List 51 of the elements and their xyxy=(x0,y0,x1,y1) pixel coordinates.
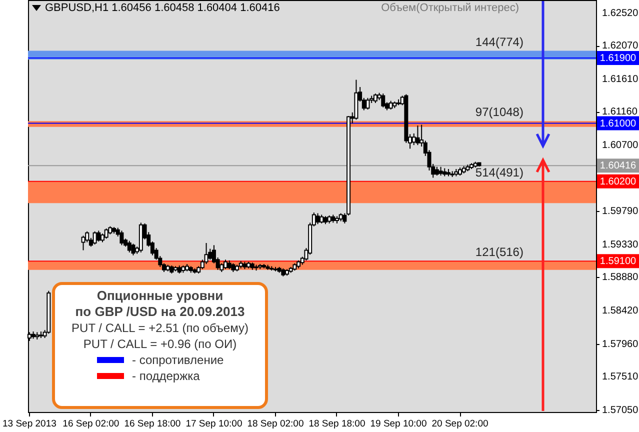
x-tick-label: 18 Sep 02:00 xyxy=(247,418,304,430)
x-tick-label: 16 Sep 18:00 xyxy=(124,418,181,430)
candlestick xyxy=(92,230,97,245)
candlestick xyxy=(120,230,124,246)
annotation: по GBP /USD на 20.09.2013 xyxy=(74,304,246,320)
y-tick-label: 1.61610 xyxy=(602,74,639,86)
candlestick xyxy=(416,124,420,146)
y-tick-label: 1.58420 xyxy=(602,305,639,316)
ref-line-label: 1.61000 xyxy=(600,118,637,130)
x-tick-label: 20 Sep 02:00 xyxy=(432,418,488,430)
y-tick-label: 1.61160 xyxy=(602,106,638,118)
candlestick xyxy=(224,259,228,270)
x-tick-label: 17 Sep 10:00 xyxy=(186,418,242,430)
band-label: 514(491) xyxy=(475,165,524,180)
y-tick-label: 1.57960 xyxy=(602,338,639,350)
y-tick-label: 1.58880 xyxy=(602,272,639,284)
ref-line-label: 1.59100 xyxy=(600,256,637,268)
candlestick xyxy=(373,93,378,104)
annotation: - поддержка xyxy=(132,368,200,384)
band-label: 144(774) xyxy=(475,34,524,49)
annotation: Опционные уровни xyxy=(96,288,224,304)
candlestick xyxy=(96,230,101,242)
x-tick-label: 18 Sep 18:00 xyxy=(308,418,366,430)
y-tick-label: 1.57050 xyxy=(602,404,639,416)
annotation: - сопротивление xyxy=(132,352,224,368)
candlestick xyxy=(381,93,386,108)
ref-line-label: 1.61900 xyxy=(600,53,637,64)
band-label: 97(1048) xyxy=(475,105,524,120)
ref-line-label: 1.60200 xyxy=(600,176,637,188)
candlestick xyxy=(104,228,108,240)
y-tick-label: 1.62520 xyxy=(602,8,639,20)
y-tick-label: 1.57510 xyxy=(602,371,639,382)
annotation: PUT / CALL = +2.51 (по объему) xyxy=(70,320,250,336)
annotation: PUT / CALL = +0.96 (по ОИ) xyxy=(82,336,238,352)
candlestick xyxy=(131,243,136,256)
candlestick xyxy=(81,235,86,251)
y-tick-label: 1.59790 xyxy=(602,206,639,218)
y-tick-label: 1.59330 xyxy=(602,239,639,250)
y-tick-label: 1.62070 xyxy=(602,40,639,52)
candlestick xyxy=(204,242,208,265)
band-label: 121(516) xyxy=(475,245,524,260)
y-tick-label: 1.60700 xyxy=(602,140,639,152)
candlestick xyxy=(127,240,132,253)
ref-line-label: 1.60416 xyxy=(600,160,637,172)
chart-title: GBPUSD,H1 1.60456 1.60458 1.60404 1.60416 xyxy=(45,2,280,14)
chart-subtitle: Объем(Открытый интерес) xyxy=(381,2,519,14)
x-tick-label: 19 Sep 10:00 xyxy=(370,418,427,430)
candlestick xyxy=(366,97,370,110)
candlestick xyxy=(316,212,320,225)
x-tick-label: 13 Sep 2013 xyxy=(2,418,56,430)
x-tick-label: 16 Sep 02:00 xyxy=(62,418,120,430)
